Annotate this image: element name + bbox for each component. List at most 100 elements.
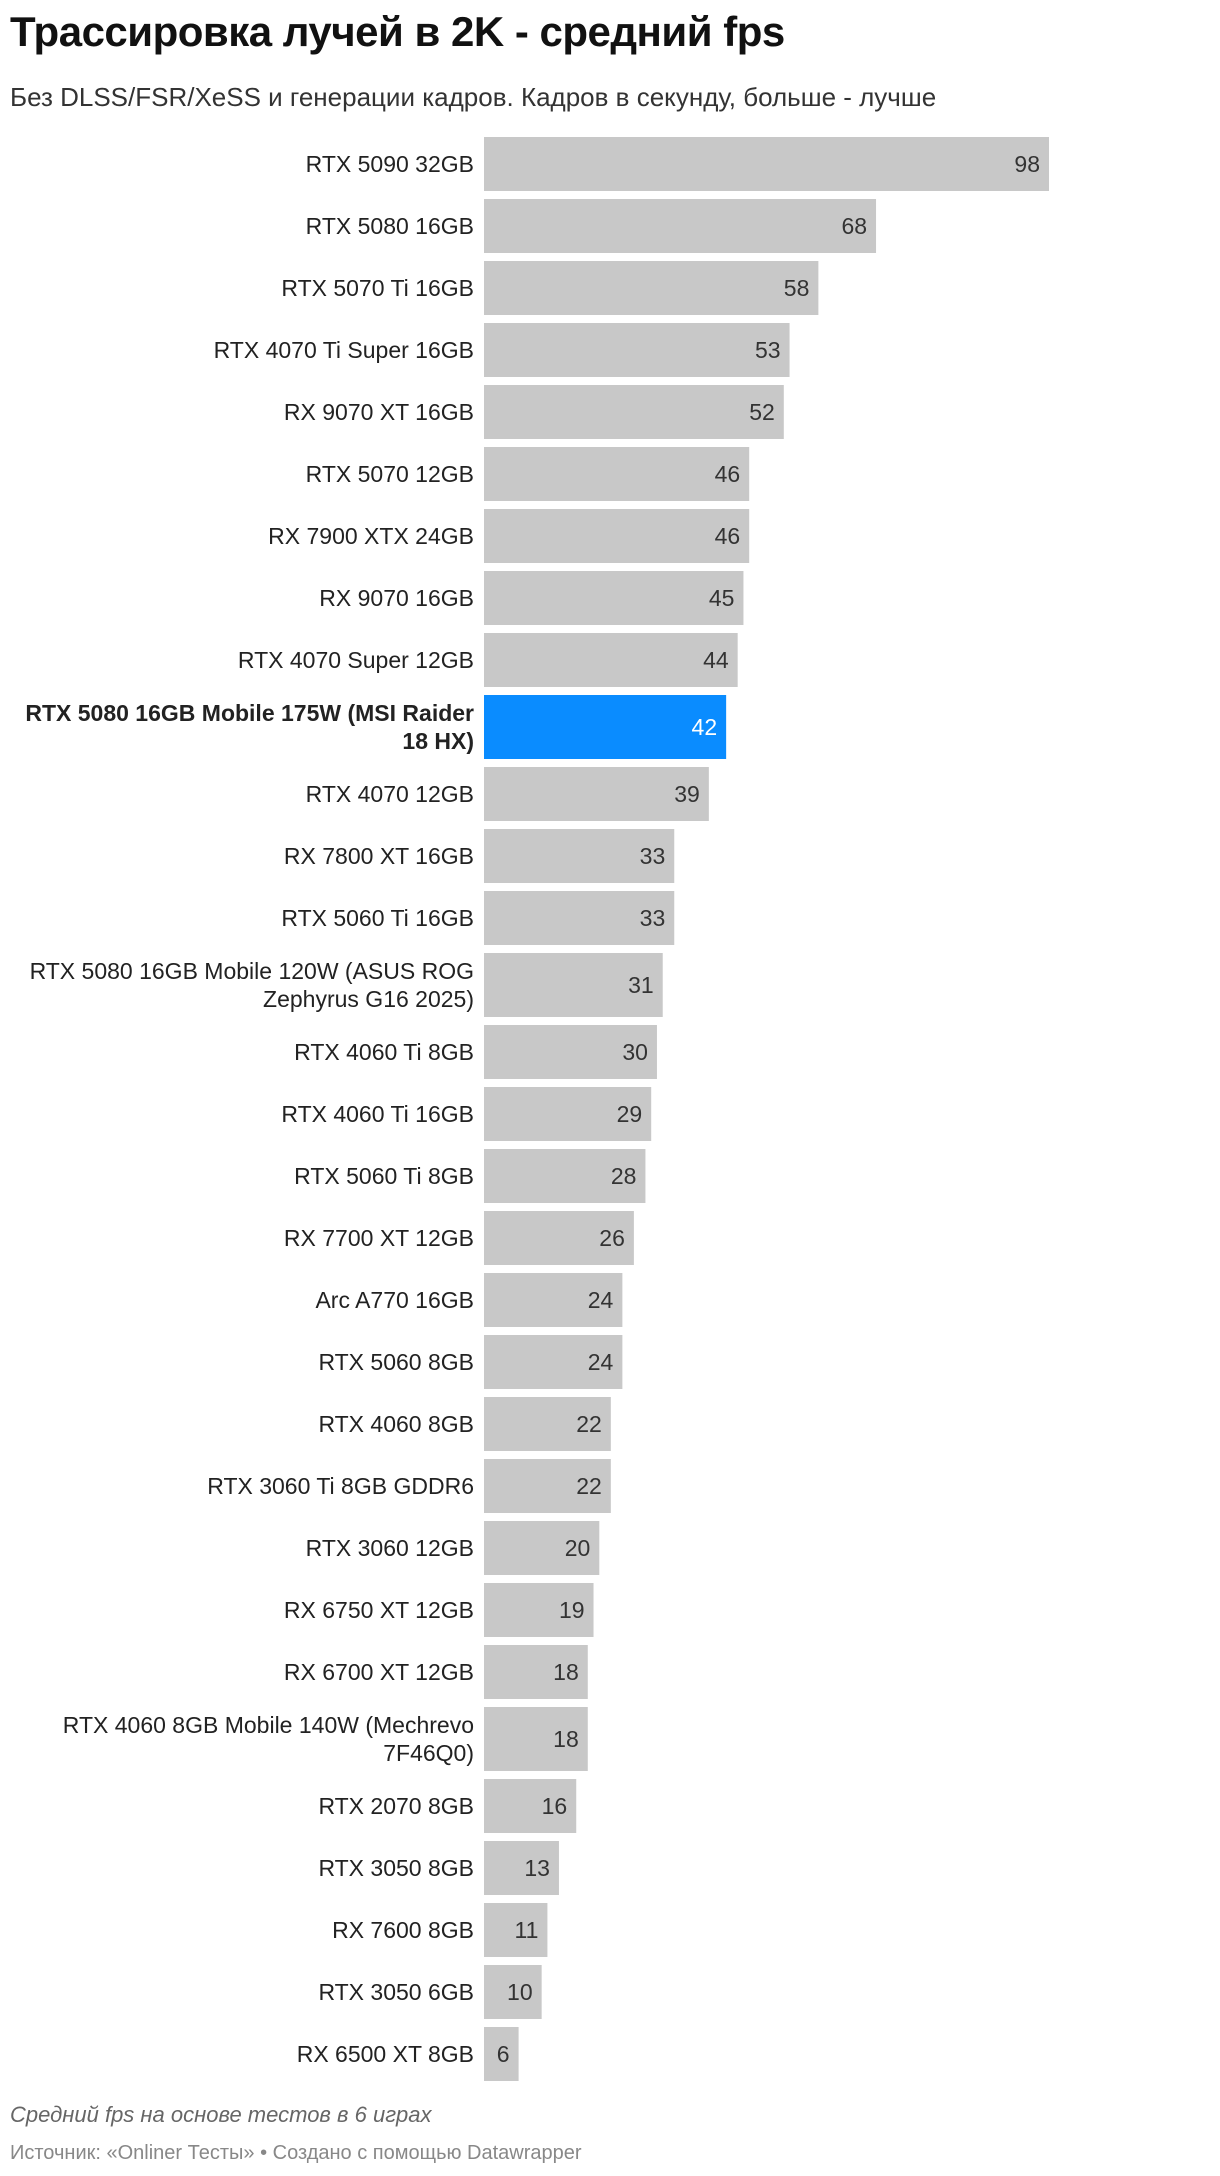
bar-value-label: 68: [841, 213, 867, 239]
chart-title: Трассировка лучей в 2K - средний fps: [10, 8, 785, 55]
category-label: RTX 3050 8GB: [318, 1855, 474, 1881]
bar-value-label: 58: [784, 275, 810, 301]
category-label-line: RTX 5080 16GB Mobile 120W (ASUS ROG: [30, 958, 474, 984]
category-label: RTX 5080 16GB Mobile 120W (ASUS ROG Zephy…: [30, 958, 474, 1012]
bar-row: 68 RTX 5080 16GB: [306, 199, 877, 253]
category-label-line: RTX 5060 Ti 8GB: [294, 1163, 474, 1189]
category-label-line: RX 9070 16GB: [319, 585, 474, 611]
category-label: RX 9070 16GB: [319, 585, 474, 611]
category-label-line: RX 9070 XT 16GB: [284, 399, 474, 425]
category-label-line: RTX 3050 6GB: [318, 1979, 474, 2005]
bar: [484, 1273, 623, 1327]
bar-value-label: 10: [507, 1979, 533, 2005]
category-label: RX 6750 XT 12GB: [284, 1597, 474, 1623]
bar: [484, 385, 784, 439]
chart-source: Источник: «Onliner Тесты» • Создано с по…: [10, 2142, 582, 2164]
bar-value-label: 28: [611, 1163, 637, 1189]
category-label-line: RTX 4060 Ti 8GB: [294, 1039, 474, 1065]
bar-value-label: 53: [755, 337, 781, 363]
bar-value-label: 39: [674, 781, 700, 807]
bar: [484, 1645, 588, 1699]
bar-value-label: 30: [622, 1039, 648, 1065]
category-label-line: RX 7700 XT 12GB: [284, 1225, 474, 1251]
bar-value-label: 6: [497, 2041, 510, 2067]
bar: [484, 1087, 652, 1141]
bar: [484, 633, 738, 687]
bar-value-label: 42: [692, 714, 718, 740]
bar: [484, 1397, 611, 1451]
bar: [484, 1149, 646, 1203]
bar-row: 52 RX 9070 XT 16GB: [284, 385, 784, 439]
category-label-line: 7F46Q0): [383, 1740, 474, 1766]
bar: [484, 323, 790, 377]
bar-value-label: 13: [524, 1855, 550, 1881]
bar-value-label: 11: [515, 1917, 539, 1943]
bar-value-label: 18: [553, 1726, 579, 1752]
category-label: Arc A770 16GB: [315, 1287, 474, 1313]
bar: [484, 1025, 657, 1079]
bar-value-label: 24: [588, 1287, 614, 1313]
bar: [484, 953, 663, 1017]
category-label: RTX 4060 Ti 8GB: [294, 1039, 474, 1065]
bar-row: 18 RX 6700 XT 12GB: [284, 1645, 588, 1699]
category-label: RTX 5070 12GB: [306, 461, 474, 487]
bar-value-label: 26: [599, 1225, 625, 1251]
chart-note: Средний fps на основе тестов в 6 играх: [10, 2102, 432, 2127]
bar: [484, 2027, 519, 2081]
bar-row: 18 RTX 4060 8GB Mobile 140W (Mechrevo 7F46…: [63, 1707, 588, 1771]
bar-row: 24 Arc A770 16GB: [315, 1273, 623, 1327]
category-label-line: RTX 5080 16GB Mobile 175W (MSI Raider: [25, 700, 474, 726]
bar: [484, 571, 744, 625]
bar-row: 98 RTX 5090 32GB: [306, 137, 1049, 191]
bar-row: 13 RTX 3050 8GB: [318, 1841, 559, 1895]
category-label: RX 9070 XT 16GB: [284, 399, 474, 425]
category-label: RTX 4060 Ti 16GB: [281, 1101, 474, 1127]
bar-row: 22 RTX 4060 8GB: [318, 1397, 611, 1451]
bar: [484, 1965, 542, 2019]
category-label-line: Zephyrus G16 2025): [263, 986, 474, 1012]
category-label-line: RTX 5060 Ti 16GB: [281, 905, 474, 931]
category-label: RTX 4060 8GB: [318, 1411, 474, 1437]
category-label-line: RTX 2070 8GB: [318, 1793, 474, 1819]
category-label-line: Arc A770 16GB: [315, 1287, 474, 1313]
bar: [484, 137, 1049, 191]
bar-value-label: 46: [715, 523, 741, 549]
bar-row: 22 RTX 3060 Ti 8GB GDDR6: [207, 1459, 611, 1513]
bar-value-label: 20: [565, 1535, 591, 1561]
category-label-line: RTX 4070 12GB: [306, 781, 474, 807]
bar-row: 16 RTX 2070 8GB: [318, 1779, 577, 1833]
category-label: RTX 5080 16GB: [306, 213, 474, 239]
bar-value-label: 45: [709, 585, 735, 611]
bar: [484, 509, 750, 563]
bar: [484, 199, 877, 253]
category-label-line: RTX 5090 32GB: [306, 151, 474, 177]
bar-value-label: 19: [559, 1597, 585, 1623]
bar-value-label: 98: [1014, 151, 1040, 177]
category-label-line: RTX 3050 8GB: [318, 1855, 474, 1881]
chart-subtitle: Без DLSS/FSR/XeSS и генерации кадров. Ка…: [10, 82, 937, 112]
category-label: RX 7900 XTX 24GB: [268, 523, 474, 549]
category-label-line: 18 HX): [402, 728, 474, 754]
category-label-line: RTX 5070 12GB: [306, 461, 474, 487]
bar-row: 33 RTX 5060 Ti 16GB: [281, 891, 675, 945]
bar-value-label: 44: [703, 647, 729, 673]
bar-row: 33 RX 7800 XT 16GB: [284, 829, 675, 883]
bar-value-label: 18: [553, 1659, 579, 1685]
bar-row: 19 RX 6750 XT 12GB: [284, 1583, 594, 1637]
bar-row: 10 RTX 3050 6GB: [318, 1965, 542, 2019]
bar: [484, 1211, 634, 1265]
category-label: RTX 4070 Super 12GB: [238, 647, 474, 673]
bar: [484, 261, 819, 315]
category-label-line: RX 6750 XT 12GB: [284, 1597, 474, 1623]
category-label: RTX 5080 16GB Mobile 175W (MSI Raider 18 …: [25, 700, 474, 754]
category-label: RTX 2070 8GB: [318, 1793, 474, 1819]
bar-value-label: 33: [640, 905, 666, 931]
bar-row: 46 RX 7900 XTX 24GB: [268, 509, 750, 563]
bar: [484, 891, 675, 945]
category-label: RTX 5090 32GB: [306, 151, 474, 177]
category-label: RTX 5060 Ti 16GB: [281, 905, 474, 931]
category-label-line: RX 7900 XTX 24GB: [268, 523, 474, 549]
category-label: RX 7700 XT 12GB: [284, 1225, 474, 1251]
bar: [484, 1779, 577, 1833]
